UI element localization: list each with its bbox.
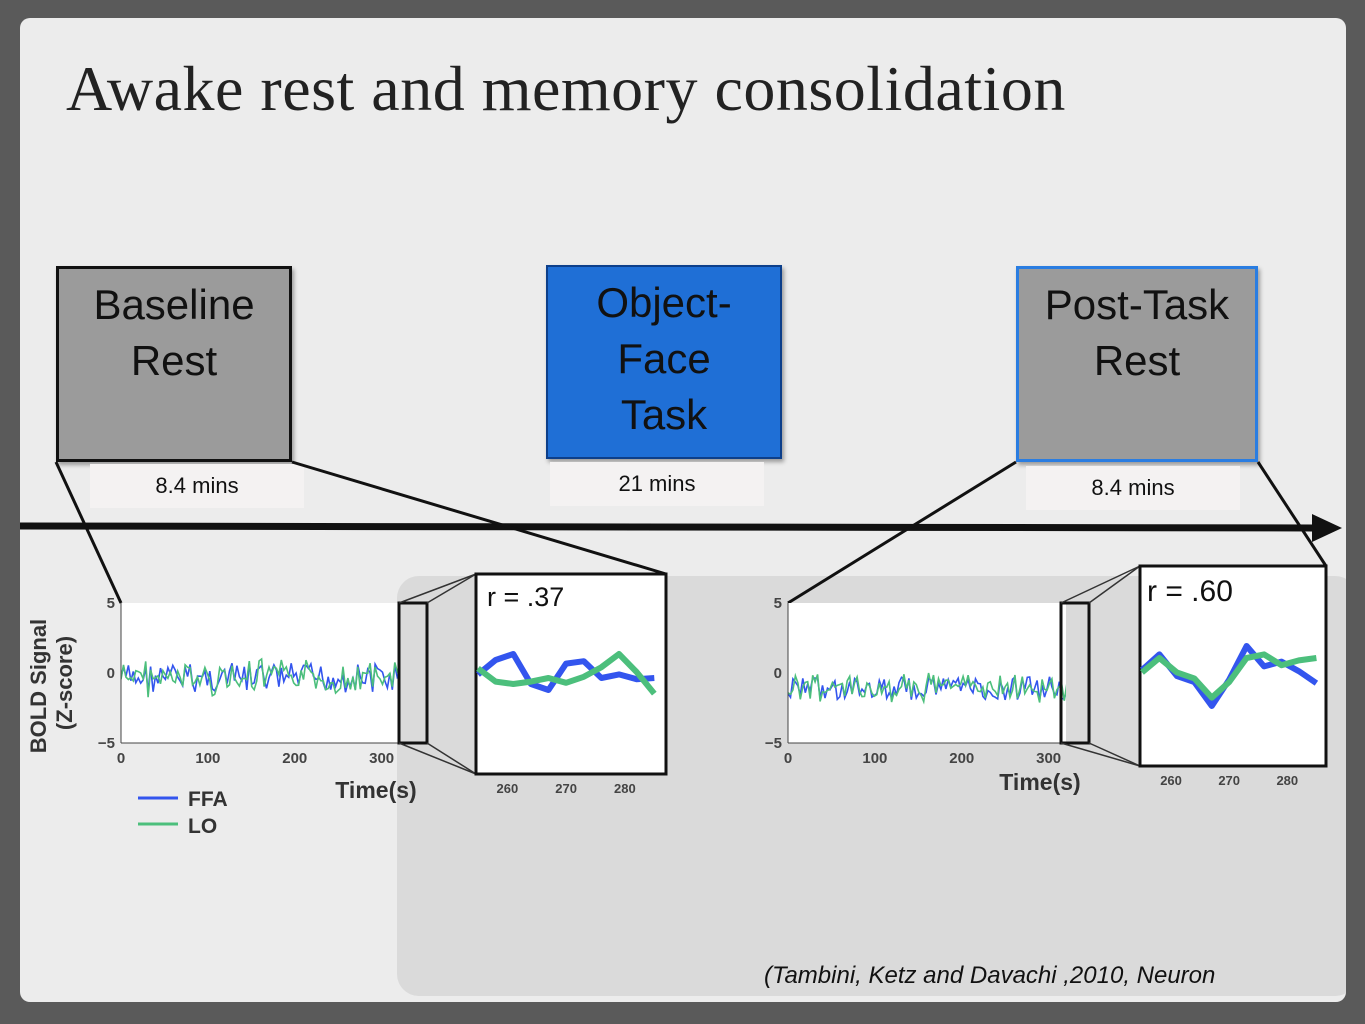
baseline-rest-box: Baseline Rest: [56, 266, 292, 462]
callout-line: [54, 461, 123, 604]
x-tick-label: 200: [282, 750, 307, 767]
object-face-task-box: Object- Face Task: [546, 265, 782, 459]
baseline-duration: 8.4 mins: [90, 464, 304, 508]
inset-x-tick-label: 260: [1160, 773, 1182, 788]
zoom-window-left: [397, 601, 429, 745]
inset-frame-left: [474, 572, 668, 776]
task-duration: 21 mins: [550, 462, 764, 506]
plot-frame-right: [788, 603, 1066, 743]
post-line1: Post-Task: [1044, 281, 1230, 328]
timeline-arrowhead: [1312, 514, 1342, 542]
inset-x-tick-label: 270: [555, 781, 577, 796]
timeseries-left: [121, 657, 399, 698]
correlation-label-left: r = .37: [487, 582, 564, 612]
zoom-connector: [398, 573, 477, 604]
y-axis-label: BOLD Signal (Z-score): [26, 613, 77, 754]
callout-line: [1256, 461, 1328, 567]
inset-x-tick-label: 280: [614, 781, 636, 796]
x-tick-label: 0: [117, 750, 125, 767]
y-tick-label: −5: [98, 735, 115, 752]
inset-x-tick-label: 260: [497, 781, 519, 796]
post-line2: Rest: [1093, 337, 1181, 384]
zoom-connector: [398, 742, 477, 775]
legend-label-ffa: FFA: [188, 788, 228, 811]
zoom-connector: [426, 573, 477, 604]
legend-label-lo: LO: [188, 815, 217, 838]
inset-series-left: [476, 651, 657, 696]
post-task-rest-box: Post-Task Rest: [1016, 266, 1258, 462]
x-tick-label: 300: [369, 750, 394, 767]
baseline-line1: Baseline: [93, 281, 255, 328]
post-duration: 8.4 mins: [1026, 466, 1240, 510]
slide: Awake rest and memory consolidation Base…: [20, 18, 1346, 1002]
zoom-connector: [426, 742, 477, 775]
citation: (Tambini, Ketz and Davachi ,2010, Neuron: [764, 962, 1216, 989]
x-tick-label: 200: [949, 750, 974, 767]
correlation-label-right: r = .60: [1147, 575, 1233, 608]
inset-x-tick-label: 280: [1276, 773, 1298, 788]
x-tick-label: 100: [195, 750, 220, 767]
lo-line: [788, 672, 1066, 705]
callout-line: [291, 460, 667, 576]
task-line2: Face: [617, 335, 711, 382]
x-axis-label-left: Time(s): [335, 777, 416, 803]
y-axis-label-line2: (Z-score): [52, 636, 77, 730]
x-axis-label-right: Time(s): [999, 769, 1080, 795]
zoom-connector: [1088, 742, 1141, 767]
x-tick-label: 300: [1036, 750, 1061, 767]
inset-x-tick-label: 270: [1218, 773, 1240, 788]
zoom-connector: [1060, 742, 1141, 767]
inset-lo-line: [476, 651, 657, 696]
zoom-connector: [1060, 565, 1141, 604]
y-tick-label: 0: [107, 665, 115, 682]
zoom-window-right: [1059, 601, 1091, 745]
slide-title: Awake rest and memory consolidation: [66, 53, 1066, 124]
y-tick-label: −5: [765, 735, 782, 752]
task-line1: Object-: [596, 279, 732, 326]
zoom-connector: [1088, 565, 1141, 604]
y-tick-label: 5: [774, 595, 782, 612]
inset-ffa-line: [476, 651, 655, 693]
timeseries-right: [788, 672, 1066, 705]
baseline-line2: Rest: [130, 337, 218, 384]
x-tick-label: 0: [784, 750, 792, 767]
timeline-axis: [20, 522, 1317, 532]
inset-series-right: [1140, 643, 1319, 709]
lo-line: [121, 657, 399, 698]
task-line3: Task: [620, 391, 708, 438]
inset-lo-line: [1140, 651, 1317, 701]
callout-line: [787, 460, 1017, 605]
y-axis-label-line1: BOLD Signal: [26, 619, 51, 753]
y-tick-label: 5: [107, 595, 115, 612]
y-tick-label: 0: [774, 665, 782, 682]
x-tick-label: 100: [862, 750, 887, 767]
